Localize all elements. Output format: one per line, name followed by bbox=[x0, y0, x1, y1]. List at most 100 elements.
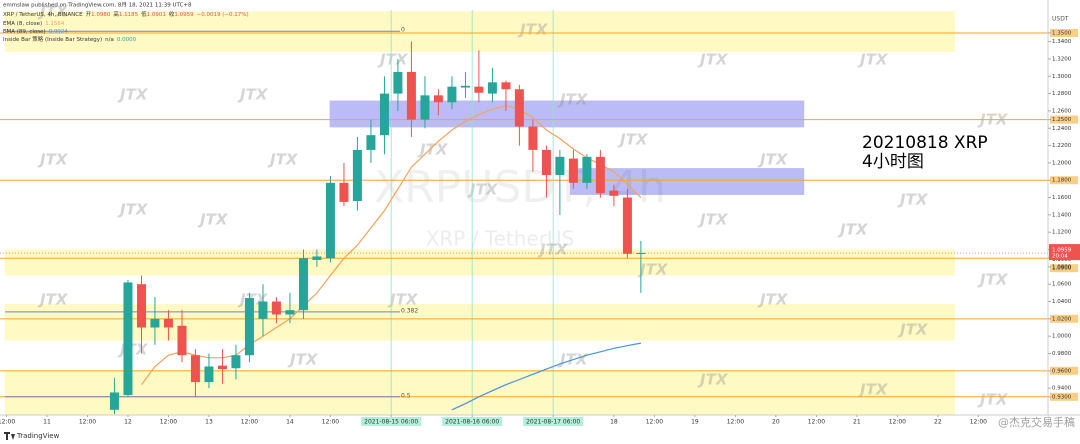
candle-body bbox=[339, 182, 349, 202]
y-tick-highlight bbox=[1050, 392, 1078, 401]
x-tick-label: 2021-08-15 06:00 bbox=[364, 419, 418, 426]
legend-entry: EMA (89, close) 0.9924 bbox=[3, 29, 68, 35]
x-tick-label: 12:00 bbox=[322, 419, 339, 426]
candle-body bbox=[352, 149, 362, 202]
candle-body bbox=[474, 86, 484, 93]
last-price-countdown: 20:04 bbox=[1052, 254, 1068, 260]
last-price-box bbox=[1049, 244, 1080, 261]
ohlc-value: 1.0959 bbox=[174, 12, 194, 18]
watermark-logo: JTX bbox=[377, 51, 409, 69]
y-tick-label: 1.2200 bbox=[1052, 143, 1072, 149]
candle-body bbox=[487, 82, 497, 94]
candle-body bbox=[244, 298, 254, 356]
ohlc-value: 1.0901 bbox=[147, 12, 166, 18]
brand: TradingView bbox=[16, 432, 60, 440]
y-tick-label: 1.3000 bbox=[1052, 74, 1072, 80]
watermark-logo: JTX bbox=[697, 371, 729, 389]
candle-body bbox=[271, 301, 281, 315]
candle-body bbox=[447, 86, 457, 103]
change: −0.0019 (−0.17%) bbox=[197, 12, 249, 18]
x-tick-label: 12:00 bbox=[241, 419, 258, 426]
x-tick-label: 13 bbox=[205, 419, 213, 426]
ohlc-label: 开 bbox=[86, 11, 92, 18]
y-tick-label: 0.9600 bbox=[1052, 368, 1072, 374]
ohlc-label: 低 bbox=[141, 10, 147, 18]
footer bbox=[0, 428, 1080, 444]
candle-body bbox=[541, 149, 551, 176]
indicator-name: Inside Bar 策略 (Inside Bar Strategy) bbox=[3, 35, 102, 43]
last-price-symbol: XRPUSDT bbox=[1019, 248, 1044, 254]
y-tick-highlight bbox=[1050, 366, 1078, 375]
price-axis bbox=[1048, 0, 1080, 428]
y-tick-label: 1.1400 bbox=[1052, 212, 1072, 218]
watermark-logo: JTX bbox=[977, 391, 1009, 409]
fib-label: 0.382 bbox=[401, 307, 418, 314]
watermark-logo: JTX bbox=[557, 91, 589, 109]
watermark-logo: JTX bbox=[517, 21, 549, 39]
candle-body bbox=[501, 82, 511, 90]
indicator-params: n/a bbox=[105, 37, 114, 43]
credit: @杰克交易手稿 bbox=[998, 415, 1075, 429]
y-tick-label: 0.9400 bbox=[1052, 386, 1072, 392]
candle-body bbox=[231, 355, 241, 369]
watermark-logo: JTX bbox=[857, 381, 889, 399]
x-tick-label: 22 bbox=[934, 419, 942, 426]
candle-body bbox=[190, 355, 200, 383]
y-tick-label: 1.0400 bbox=[1052, 299, 1072, 305]
y-tick-label: 1.1200 bbox=[1052, 230, 1072, 236]
candle-body bbox=[460, 85, 470, 88]
watermark-logo: JTX bbox=[37, 3, 69, 21]
annotation: 20210818 XRP bbox=[862, 133, 988, 153]
y-tick-label: 1.0900 bbox=[1052, 266, 1072, 272]
candle-body bbox=[136, 284, 146, 328]
candle-body bbox=[609, 190, 619, 196]
candle-body bbox=[298, 258, 308, 311]
ema-line bbox=[141, 105, 642, 386]
annotation: 4小时图 bbox=[862, 152, 924, 172]
candle-body bbox=[555, 156, 565, 176]
candle-body bbox=[379, 93, 389, 136]
y-tick-label: 1.2800 bbox=[1052, 91, 1072, 97]
zone bbox=[4, 304, 955, 341]
candle-body bbox=[312, 256, 322, 260]
y-tick-label: 0.9800 bbox=[1052, 351, 1072, 357]
legend-name: EMA (8, close) bbox=[3, 21, 42, 27]
watermark-logo: JTX bbox=[697, 51, 729, 69]
candle-body bbox=[514, 89, 524, 127]
watermark-logo: JTX bbox=[117, 341, 149, 359]
x-tick-label: 12:00 bbox=[646, 419, 663, 426]
watermark-logo: JTX bbox=[37, 291, 69, 309]
y-tick-label: 1.1600 bbox=[1052, 195, 1072, 201]
ema-line bbox=[451, 342, 642, 411]
x-tick-label: 12:00 bbox=[0, 419, 15, 426]
y-tick-highlight bbox=[1050, 115, 1078, 124]
watermark-logo: JTX bbox=[617, 131, 649, 149]
symbol-legend: XRP / TetherUS, 4h, BINANCE 开1.0980 高1.118… bbox=[3, 10, 249, 18]
candle-body bbox=[258, 301, 268, 319]
watermark-logo: JTX bbox=[197, 211, 229, 229]
x-tick-label: 2021-08-17 06:00 bbox=[526, 419, 580, 426]
watermark-logo: JTX bbox=[637, 261, 669, 279]
x-tick-label: 12:00 bbox=[889, 419, 906, 426]
x-tick-label: 19 bbox=[691, 419, 699, 426]
candle-body bbox=[433, 95, 443, 103]
ohlc-value: 1.1185 bbox=[119, 12, 139, 18]
candle-body bbox=[150, 318, 160, 328]
ohlc-value: 1.0980 bbox=[91, 12, 111, 18]
watermark-subtitle: XRP / TetherUS bbox=[426, 227, 575, 251]
x-tick-label: 12:00 bbox=[970, 419, 987, 426]
y-tick-label: 0.9300 bbox=[1052, 394, 1072, 400]
watermark-logo: JTX bbox=[467, 181, 499, 199]
zone bbox=[4, 249, 955, 276]
y-tick-label: 1.0600 bbox=[1052, 282, 1072, 288]
candle-body bbox=[636, 253, 646, 254]
legend-value: 1.1564 bbox=[45, 21, 65, 27]
x-tick-highlight bbox=[523, 417, 584, 426]
last-price-value: 1.0959 bbox=[1052, 248, 1072, 254]
legend-entry: EMA (8, close) 1.1564 bbox=[3, 21, 65, 27]
watermark-logo: JTX bbox=[287, 351, 319, 369]
watermark-title: XRPUSDT, 4h bbox=[374, 162, 666, 213]
axis-unit: USDT bbox=[1052, 16, 1069, 23]
fib-label: 0 bbox=[401, 27, 405, 34]
